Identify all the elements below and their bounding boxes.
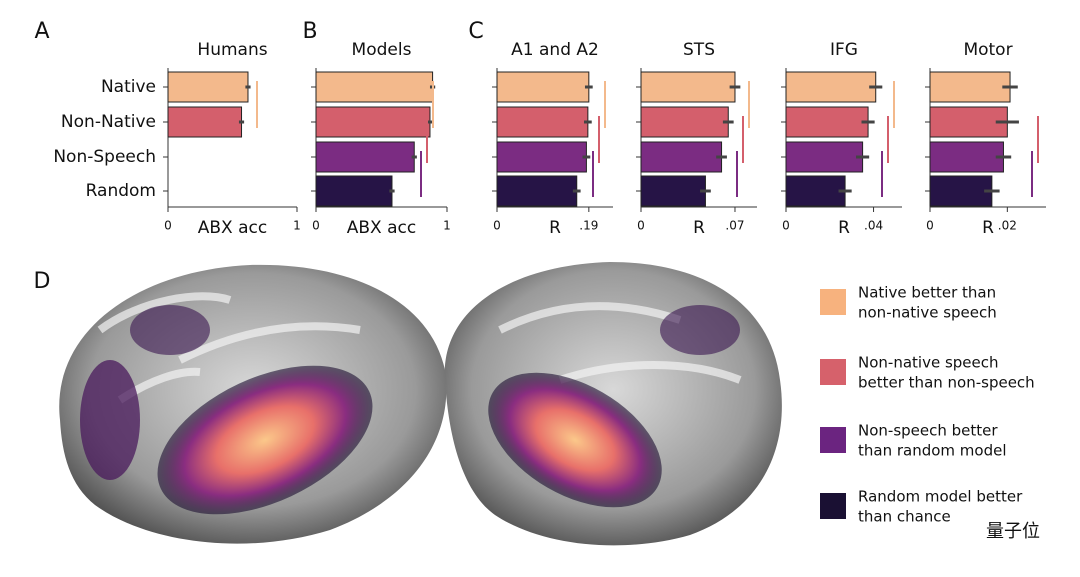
legend-swatch — [820, 493, 846, 519]
x-tick-label: 0 — [493, 219, 501, 233]
bar — [167, 71, 249, 103]
bar — [315, 141, 415, 173]
x-tick-label: .02 — [998, 219, 1017, 233]
category-label: Non-Native — [61, 112, 156, 132]
x-tick-label: 0 — [782, 219, 790, 233]
legend-text: better than non-speech — [858, 374, 1035, 392]
category-label: Non-Speech — [53, 147, 156, 167]
panel-label: B — [302, 19, 317, 44]
bar — [315, 175, 393, 207]
bar — [496, 71, 590, 103]
bar — [929, 141, 1004, 173]
chart-title: A1 and A2 — [511, 40, 599, 60]
x-tick-label: .04 — [864, 219, 883, 233]
panel-label: D — [34, 269, 51, 294]
legend-swatch — [820, 359, 846, 385]
x-tick-label: 0 — [637, 219, 645, 233]
chart-title: STS — [683, 40, 715, 60]
legend-text: than random model — [858, 442, 1007, 460]
x-axis-label: R — [982, 218, 994, 238]
bar — [640, 106, 729, 138]
x-axis-label: R — [838, 218, 850, 238]
x-axis-label: ABX acc — [198, 218, 267, 238]
category-label: Random — [86, 181, 156, 201]
x-axis-label: ABX acc — [347, 218, 416, 238]
bar — [929, 71, 1011, 103]
bar — [315, 71, 434, 103]
bar — [496, 141, 587, 173]
brain-right — [444, 262, 782, 546]
brain-left — [59, 264, 447, 544]
x-axis-label: R — [549, 218, 561, 238]
chart-title: Models — [352, 40, 412, 60]
legend-swatch — [820, 289, 846, 315]
x-tick-label: .07 — [725, 219, 744, 233]
panel-label: A — [34, 19, 49, 44]
bar — [785, 71, 877, 103]
legend-text: Native better than — [858, 284, 996, 302]
x-tick-label: 1 — [443, 219, 451, 233]
x-tick-label: .19 — [579, 219, 598, 233]
x-tick-label: 0 — [926, 219, 934, 233]
bar — [496, 106, 589, 138]
bar — [315, 106, 431, 138]
bar — [785, 175, 846, 207]
chart-title: Motor — [963, 40, 1012, 60]
legend-text: than chance — [858, 508, 951, 526]
legend-swatch — [820, 427, 846, 453]
legend-text: Random model better — [858, 488, 1023, 506]
bar — [640, 141, 723, 173]
bar — [640, 175, 706, 207]
bar — [785, 141, 864, 173]
bar — [929, 106, 1008, 138]
category-label: Native — [101, 77, 156, 97]
bar — [785, 106, 869, 138]
x-tick-label: 0 — [312, 219, 320, 233]
bar — [929, 175, 993, 207]
watermark: 量子位 — [986, 521, 1040, 542]
legend-text: non-native speech — [858, 304, 997, 322]
bar — [496, 175, 578, 207]
x-tick-label: 0 — [164, 219, 172, 233]
legend-text: Non-native speech — [858, 354, 999, 372]
bar — [640, 71, 736, 103]
panel-label: C — [468, 19, 483, 44]
chart-title: IFG — [830, 40, 858, 60]
chart-title: Humans — [197, 40, 267, 60]
x-tick-label: 1 — [293, 219, 301, 233]
bar — [167, 106, 243, 138]
x-axis-label: R — [693, 218, 705, 238]
legend-text: Non-speech better — [858, 422, 998, 440]
